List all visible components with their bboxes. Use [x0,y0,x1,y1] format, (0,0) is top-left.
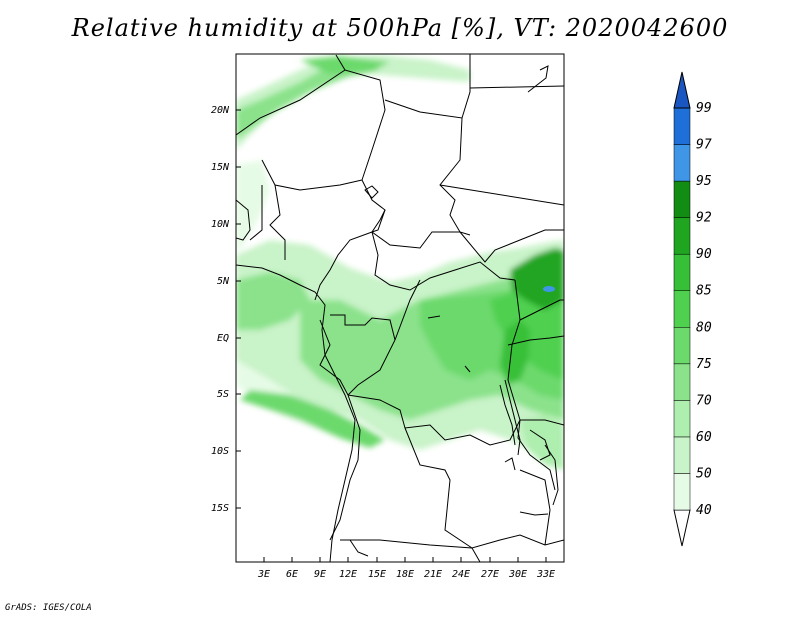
colorbar-swatch [673,400,691,438]
lon-label: 3E [257,569,270,580]
humidity-ne-max [510,248,564,310]
lat-label: EQ [217,333,229,344]
colorbar-swatch [673,107,691,145]
lon-label: 24E [452,569,470,580]
lat-label: 10N [211,219,230,230]
colorbar-arrow-high [673,71,691,109]
lon-label: 9E [314,569,326,580]
lat-label: 20N [211,105,230,116]
lat-label: 15N [211,162,230,173]
colorbar: 40 50 60 70 75 80 85 90 92 95 97 99 [673,71,712,547]
credit-text: GrADS: IGES/COLA [5,603,92,613]
lake-victoria-max [543,286,555,292]
colorbar-swatch [673,217,691,255]
lon-label: 6E [286,569,298,580]
colorbar-swatch [673,473,691,511]
humidity-band-north [236,55,470,150]
lon-label: 15E [368,569,386,580]
chart-title: Relative humidity at 500hPa [%], VT: 202… [71,14,729,42]
humidity-field [236,55,564,470]
lon-label: 33E [536,569,555,580]
colorbar-arrow-low [673,509,691,547]
lon-label: 21E [424,569,442,580]
lat-ticks [236,109,241,509]
colorbar-label: 85 [696,284,712,299]
lon-axis: 3E 6E 9E 12E 15E 18E 21E 24E 27E 30E 33E [257,569,555,580]
lat-label: 10S [211,446,229,457]
colorbar-swatch [673,144,691,182]
colorbar-label: 40 [696,503,712,518]
colorbar-label: 97 [696,138,712,153]
colorbar-swatch [673,363,691,401]
humidity-north-top [300,56,390,74]
lon-label: 18E [396,569,414,580]
humidity-lakes-max [500,320,530,385]
humidity-west-sahel [236,160,270,250]
colorbar-label: 80 [696,320,712,335]
colorbar-label: 50 [696,466,712,481]
colorbar-label: 60 [696,430,712,445]
colorbar-swatch [673,327,691,365]
colorbar-label: 70 [696,393,712,408]
humidity-gabon [236,272,310,330]
colorbar-swatch [673,290,691,328]
colorbar-label: 90 [696,247,712,262]
colorbar-swatch [673,253,691,291]
lon-label: 30E [508,569,527,580]
colorbar-label: 99 [696,101,712,116]
country-borders [236,54,564,562]
lat-axis: 20N 15N 10N 5N EQ 5S 10S 15S [211,105,230,514]
colorbar-swatch [673,180,691,218]
lat-label: 5S [217,389,229,400]
map-frame [235,53,565,563]
lon-ticks [263,557,547,562]
lon-label: 12E [339,569,357,580]
lon-label: 27E [481,569,499,580]
colorbar-swatch [673,436,691,474]
colorbar-label: 95 [696,174,712,189]
lat-label: 15S [211,503,229,514]
humidity-angola-band [240,390,385,448]
lat-label: 5N [217,276,230,287]
colorbar-label: 92 [696,211,712,226]
colorbar-label: 75 [696,357,712,372]
